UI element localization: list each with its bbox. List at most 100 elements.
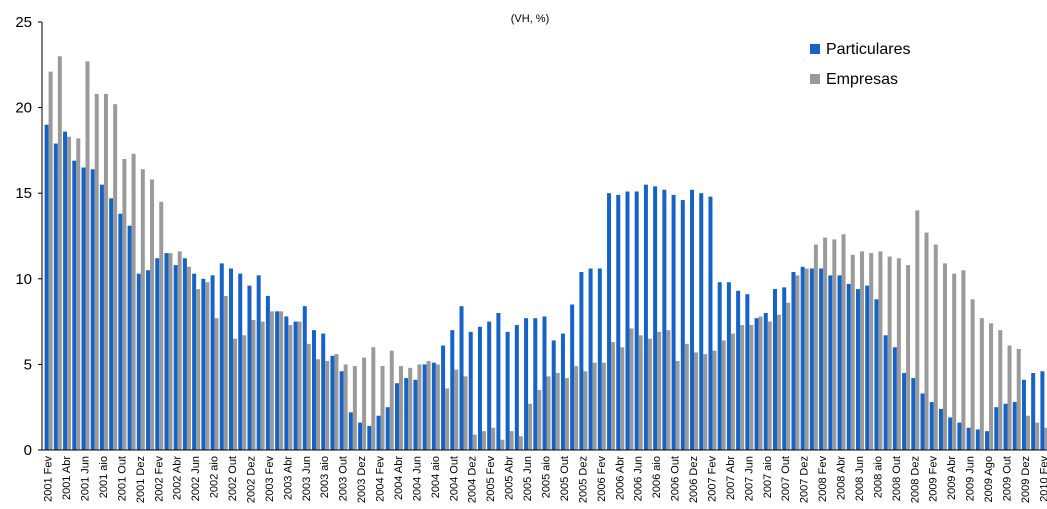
bar — [422, 364, 427, 450]
bar — [675, 360, 680, 450]
bar — [555, 372, 560, 450]
bar — [509, 431, 514, 450]
bar — [394, 383, 399, 450]
bar — [570, 304, 575, 450]
x-tick-label: 2001 aio — [98, 456, 110, 498]
bar — [385, 407, 390, 450]
bar — [293, 321, 298, 450]
y-tick-label: 10 — [15, 271, 32, 288]
bar — [284, 316, 289, 450]
x-tick-label: 2003 Fev — [264, 456, 276, 502]
bar — [140, 169, 145, 450]
x-tick-label: 2009 Fev — [928, 456, 940, 502]
bar — [487, 321, 492, 450]
bar — [500, 439, 505, 450]
bar — [583, 371, 588, 450]
bar — [911, 378, 916, 450]
bar — [150, 179, 155, 450]
bar — [537, 390, 542, 450]
y-tick-label: 25 — [15, 14, 32, 31]
bar — [740, 325, 745, 450]
bar — [850, 254, 855, 450]
bar — [1016, 348, 1021, 450]
x-tick-label: 2002 Fev — [153, 456, 165, 502]
x-tick-label: 2006 Jun — [633, 456, 645, 501]
bar — [823, 237, 828, 450]
bar — [417, 364, 422, 450]
bar — [122, 158, 127, 450]
x-tick-label: 2003 Abr — [282, 456, 294, 500]
bar — [694, 352, 699, 450]
bar — [588, 268, 593, 450]
bar — [989, 323, 994, 450]
bar — [564, 378, 569, 450]
bar — [1025, 415, 1030, 450]
x-tick-label: 2003 aio — [319, 456, 331, 498]
bar — [103, 93, 108, 451]
bar — [99, 184, 104, 450]
x-tick-label: 2008 Fev — [817, 456, 829, 502]
bar — [859, 251, 864, 450]
bar — [219, 263, 224, 450]
bar — [496, 313, 501, 450]
x-tick-label: 2005 Out — [559, 456, 571, 501]
bar — [223, 295, 228, 450]
x-tick-label: 2005 aio — [541, 456, 553, 498]
bar — [76, 138, 81, 450]
bar — [85, 61, 90, 450]
x-tick-label: 2009 Dez — [1020, 456, 1032, 503]
bar — [358, 422, 363, 450]
bar — [620, 347, 625, 450]
bar — [970, 299, 975, 450]
bar — [413, 379, 418, 450]
x-tick-label: 2002 Out — [227, 456, 239, 501]
bar — [362, 357, 367, 450]
bar — [975, 429, 980, 450]
x-tick-label: 2004 Abr — [393, 456, 405, 500]
x-tick-label: 2007 Jun — [743, 456, 755, 501]
bar — [754, 318, 759, 450]
bar — [57, 56, 62, 451]
bar — [690, 189, 695, 450]
x-tick-label: 2003 Dez — [356, 456, 368, 503]
bar — [109, 198, 114, 450]
bar — [653, 186, 658, 451]
bar — [168, 253, 173, 450]
bar — [896, 258, 901, 450]
bar — [463, 376, 468, 450]
x-tick-label: 2009 Jun — [965, 456, 977, 501]
x-tick-label: 2004 Jun — [411, 456, 423, 501]
bar — [804, 268, 809, 450]
x-tick-label: 2007 Fev — [706, 456, 718, 502]
bar — [855, 289, 860, 450]
bar — [841, 234, 846, 450]
bar — [441, 345, 446, 450]
bar — [906, 265, 911, 450]
bar — [155, 258, 160, 450]
bar — [1012, 402, 1017, 450]
x-tick-label: 2008 Jun — [854, 456, 866, 501]
bar — [782, 287, 787, 450]
x-tick-label: 2004 Fev — [375, 456, 387, 502]
bar — [574, 366, 579, 450]
bar — [985, 431, 990, 450]
bar — [938, 408, 943, 450]
bar — [551, 340, 556, 450]
bar — [528, 403, 533, 450]
bar — [979, 318, 984, 450]
bar — [256, 275, 261, 450]
bar — [865, 285, 870, 450]
bar — [933, 244, 938, 450]
bar — [634, 191, 639, 450]
bar — [431, 362, 436, 450]
bar — [828, 275, 833, 450]
x-tick-label: 2006 Out — [670, 456, 682, 501]
bar — [505, 331, 510, 450]
bar — [874, 299, 879, 450]
legend-label: Empresas — [826, 71, 898, 88]
bar — [214, 318, 219, 450]
bar — [398, 366, 403, 450]
x-tick-label: 2005 Dez — [577, 456, 589, 503]
bar — [832, 239, 837, 450]
